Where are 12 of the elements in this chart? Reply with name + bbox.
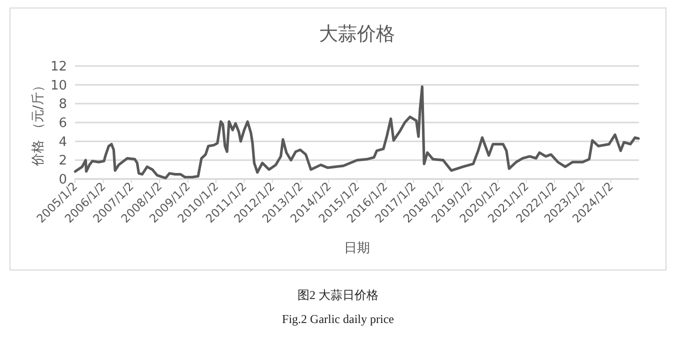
y-tick-label: 2 — [58, 154, 67, 169]
y-tick-label: 12 — [50, 60, 67, 74]
caption: 图2 大蒜日价格 — [298, 288, 378, 302]
y-tick-label: 6 — [58, 116, 67, 131]
x-axis-title: 日期 — [344, 241, 370, 256]
y-tick-label: 8 — [58, 97, 67, 112]
caption: Fig.2 Garlic daily price — [282, 312, 394, 326]
chart-title: 大蒜价格 — [319, 23, 395, 45]
y-tick-label: 10 — [50, 78, 67, 94]
y-tick-label: 4 — [58, 134, 67, 150]
y-tick-label: 0 — [58, 172, 67, 188]
y-axis-title: 价格 （元/斤） — [31, 79, 46, 167]
